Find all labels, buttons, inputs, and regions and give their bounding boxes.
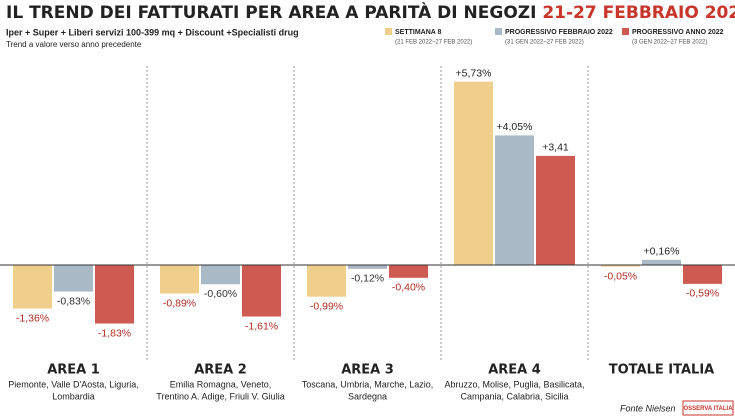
legend-label: PROGRESSIVO FEBBRAIO 2022: [505, 29, 613, 36]
bar: [13, 265, 52, 309]
value-label: -1,36%: [16, 312, 49, 324]
logo: OSSERVA ITALIA: [683, 406, 733, 412]
legend-period: (21 FEB 2022–27 FEB 2022): [395, 40, 472, 46]
bar: [307, 265, 346, 297]
region-label: Campania, Calabria, Sicilia: [460, 391, 568, 401]
value-label: -0,83%: [57, 295, 90, 307]
value-label: -1,83%: [98, 327, 131, 339]
category-label: AREA 4: [488, 363, 541, 378]
bar: [683, 265, 722, 284]
source: Fonte Nielsen: [620, 403, 676, 413]
region-label: Toscana, Umbria, Marche, Lazio,: [302, 379, 434, 389]
region-label: Emilia Romagna, Veneto,: [170, 379, 272, 389]
legend-swatch: [385, 28, 392, 35]
value-label: -0,12%: [351, 273, 384, 285]
legend-period: (3 GEN 2022–27 FEB 2022): [632, 40, 707, 46]
region-label: Abruzzo, Molise, Puglia, Basilicata,: [444, 379, 584, 389]
legend-period: (31 GEN 2022–27 FEB 2022): [505, 40, 584, 46]
value-label: +3,41: [542, 142, 569, 154]
bar: [536, 155, 575, 265]
logo-box: [682, 400, 734, 416]
value-label: +4,05%: [497, 121, 533, 133]
value-label: -0,89%: [163, 297, 196, 309]
bar: [95, 265, 134, 324]
value-label: -0,05%: [604, 270, 637, 282]
bar: [389, 265, 428, 278]
value-label: -0,40%: [392, 282, 425, 294]
category-label: AREA 1: [47, 363, 100, 378]
bar: [642, 259, 681, 265]
bar: [495, 135, 534, 265]
note: Trend a valore verso anno precedente: [6, 40, 142, 49]
bar: [201, 265, 240, 285]
subtitle: Iper + Super + Liberi servizi 100-399 mq…: [6, 27, 299, 37]
legend-label: SETTIMANA 8: [395, 29, 442, 36]
category-label: AREA 3: [341, 363, 394, 378]
value-label: +5,73%: [456, 67, 492, 79]
region-label: Piemonte, Valle D'Aosta, Liguria,: [8, 379, 139, 389]
legend-label: PROGRESSIVO ANNO 2022: [632, 29, 724, 36]
bar: [348, 265, 387, 269]
bar: [601, 265, 640, 267]
chart-title: IL TREND DEI FATTURATI PER AREA A PARITÀ…: [6, 1, 735, 23]
value-label: -0,59%: [686, 288, 719, 300]
bar: [242, 265, 281, 317]
legend-swatch: [495, 28, 502, 35]
region-label: Sardegna: [348, 391, 387, 401]
category-label: TOTALE ITALIA: [609, 363, 714, 378]
bar: [454, 81, 493, 265]
value-label: -1,61%: [245, 320, 278, 332]
value-label: -0,99%: [310, 300, 343, 312]
value-label: -0,60%: [204, 288, 237, 300]
region-label: Trentino A. Adige, Friuli V. Giulia: [156, 391, 284, 401]
category-label: AREA 2: [194, 363, 247, 378]
region-label: Lombardia: [52, 391, 95, 401]
bar: [54, 265, 93, 292]
legend-swatch: [622, 28, 629, 35]
bar: [160, 265, 199, 294]
value-label: +0,16%: [644, 246, 680, 258]
